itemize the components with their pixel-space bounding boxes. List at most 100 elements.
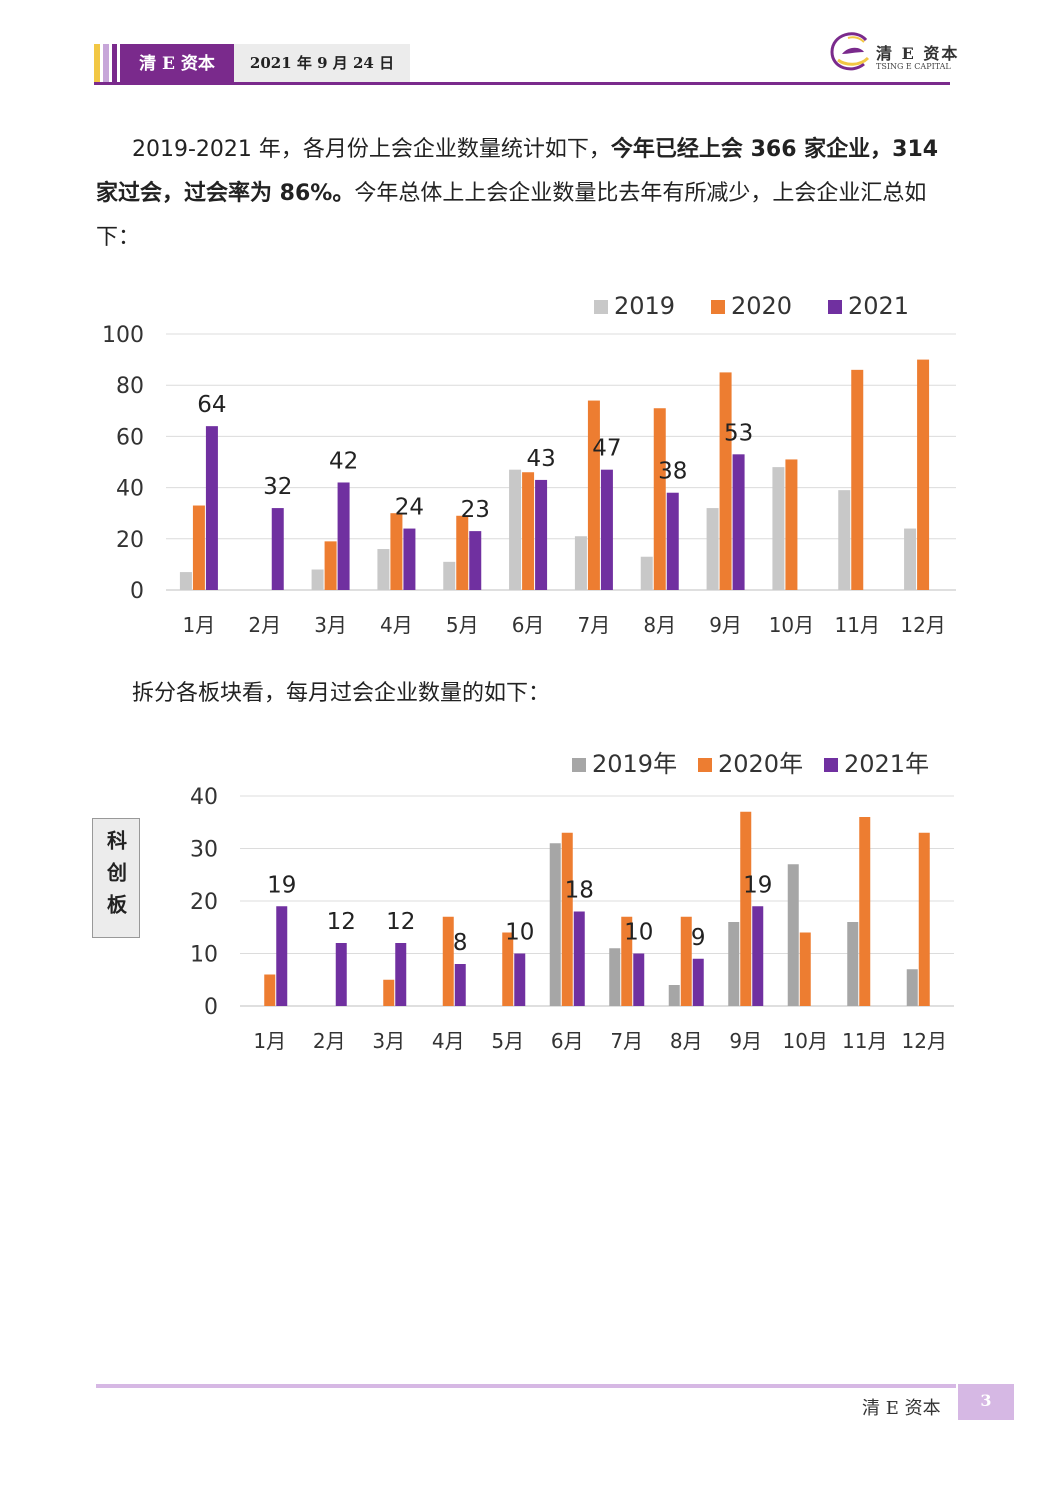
bar-2019年 [847,922,859,1006]
bar-2020年 [561,832,573,1006]
bar-2019 [509,469,522,590]
bar-2020年 [264,974,276,1006]
data-label: 9 [691,925,706,951]
data-label: 19 [743,872,772,898]
y-tick-label: 40 [116,477,144,502]
legend-swatch-2020年 [698,758,712,772]
y-tick-label: 20 [190,890,218,915]
x-tick-label: 9月 [729,1029,762,1053]
data-label: 32 [263,474,292,500]
y-tick-label: 80 [116,374,144,399]
bar-2019年 [668,985,680,1006]
bar-2019 [179,572,192,590]
legend-label: 2021 [848,292,909,320]
legend-swatch-2020 [711,300,725,314]
bar-2021 [403,528,416,590]
header-accent-purple [112,44,117,84]
bar-2021年 [692,958,704,1006]
x-tick-label: 8月 [670,1029,703,1053]
y-tick-label: 0 [204,995,218,1020]
legend-swatch-2019年 [572,758,586,772]
bar-2019 [640,556,653,590]
data-label: 12 [327,909,356,935]
header-brand: 清 E 资本 [120,44,234,84]
header-accent-yellow [94,44,100,84]
data-label: 53 [724,420,753,446]
bar-2021年 [395,943,407,1006]
bar-2020年 [918,832,930,1006]
x-tick-label: 10月 [783,1029,828,1053]
x-tick-label: 9月 [709,613,742,637]
bar-2019年 [609,948,621,1006]
bar-2021 [732,454,745,590]
legend-swatch-2021 [828,300,842,314]
data-label: 42 [329,448,358,474]
bar-2020 [192,505,205,590]
y-tick-label: 20 [116,528,144,553]
bar-2021年 [514,953,526,1006]
bar-2020年 [680,916,692,1006]
bar-2020 [324,541,337,590]
y-tick-label: 0 [130,579,144,604]
y-tick-label: 100 [102,323,144,348]
x-tick-label: 5月 [491,1029,524,1053]
x-tick-label: 12月 [900,613,945,637]
x-tick-label: 2月 [248,613,281,637]
bar-2021年 [454,964,466,1006]
x-tick-label: 11月 [842,1029,887,1053]
y-tick-label: 60 [116,425,144,450]
bar-2020 [851,369,864,590]
logo-icon [830,32,870,71]
header-accent-lilac [103,44,109,84]
bar-2021 [271,508,284,590]
legend-label: 2020 [731,292,792,320]
data-label: 18 [565,878,594,904]
legend-label: 2021年 [844,750,929,778]
bar-2019 [772,467,785,590]
intro-text-1: 2019-2021 年，各月份上会企业数量统计如下， [132,137,611,162]
x-tick-label: 6月 [551,1029,584,1053]
bar-2020 [785,459,798,590]
x-tick-label: 2月 [313,1029,346,1053]
legend-label: 2019 [614,292,675,320]
bar-2021 [205,426,218,590]
x-tick-label: 11月 [835,613,880,637]
bar-2019 [838,490,851,590]
x-tick-label: 8月 [643,613,676,637]
bar-2019年 [787,864,799,1006]
x-tick-label: 12月 [902,1029,947,1053]
bar-2021年 [752,906,764,1006]
bar-2021 [469,531,482,590]
x-tick-label: 3月 [372,1029,405,1053]
x-tick-label: 1月 [183,613,216,637]
intro-text-bold: 今年已经上会 366 家企业，314 家过会，过会率为 86%。 [96,137,939,206]
x-tick-label: 7月 [610,1029,643,1053]
legend-label: 2019年 [592,750,677,778]
data-label: 10 [624,920,653,946]
y-tick-label: 10 [190,943,218,968]
x-tick-label: 1月 [253,1029,286,1053]
bar-2019年 [728,922,740,1006]
x-tick-label: 6月 [512,613,545,637]
data-label: 19 [267,872,296,898]
bar-2021 [666,492,679,590]
data-label: 24 [395,495,424,521]
bar-2020 [390,513,403,590]
bar-2020年 [442,916,454,1006]
x-tick-label: 5月 [446,613,479,637]
bar-2020年 [740,811,752,1006]
bar-2019 [443,561,456,590]
data-label: 38 [658,459,687,485]
bar-2020 [587,400,600,590]
bar-2020年 [383,979,395,1006]
y-tick-label: 30 [190,838,218,863]
y-tick-label: 40 [190,785,218,810]
bar-2020年 [621,916,633,1006]
bar-2019 [574,536,587,590]
bar-2020 [522,472,535,590]
chart-listings-by-month: 0 20 40 60 80 100 1月 64 2月 32 3月 42 4月 24 5月 23 6月 43 7月 47… [102,292,956,637]
data-label: 43 [526,446,555,472]
bar-2021 [535,479,548,590]
x-tick-label: 3月 [314,613,347,637]
bar-2020 [456,515,469,590]
